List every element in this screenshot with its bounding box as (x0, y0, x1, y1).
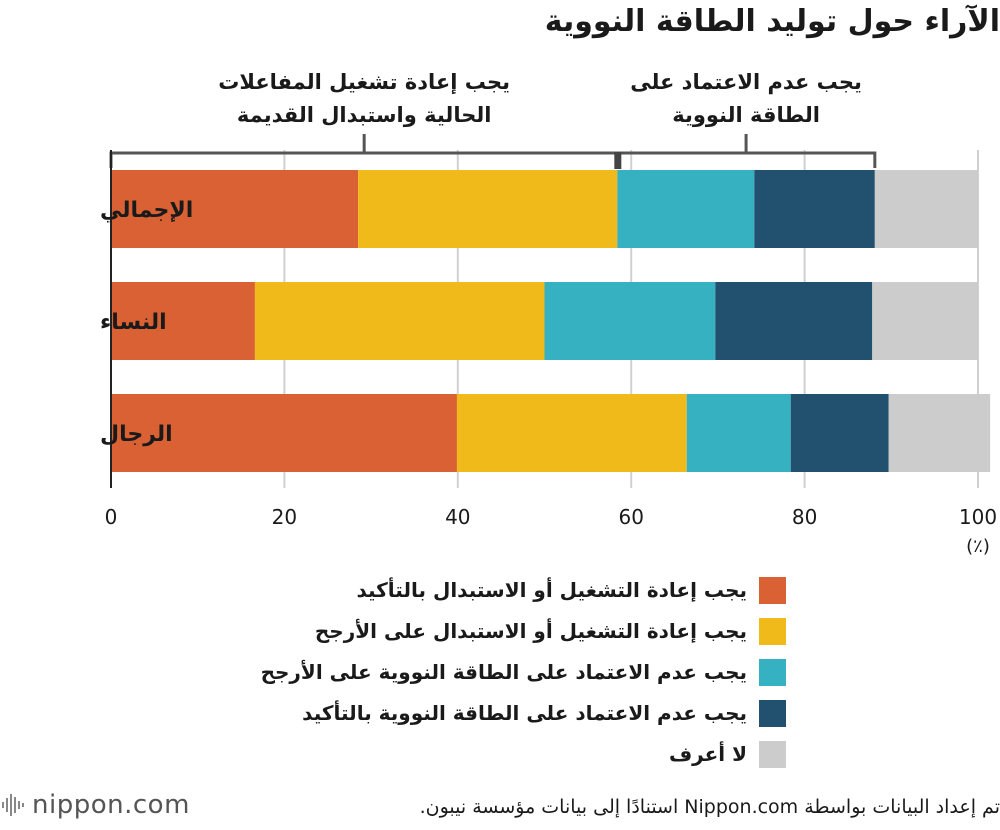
category-label: الرجال (100, 422, 173, 447)
bar-segment (888, 394, 991, 472)
bracket-annotations (109, 134, 877, 169)
legend-item: يجب عدم الاعتماد على الطاقة النووية على … (261, 654, 786, 690)
bar-segment (686, 394, 791, 472)
bracket-divider (614, 152, 622, 169)
legend-label: يجب عدم الاعتماد على الطاقة النووية بالت… (302, 701, 747, 725)
bracket-line (109, 151, 619, 168)
x-tick-label: 40 (445, 505, 470, 529)
chart-plot: 0 20 40 60 80 100 (٪) الإجمالي النساء الرجال (100, 134, 997, 557)
legend-item: لا أعرف (261, 736, 786, 772)
legend-label: يجب عدم الاعتماد على الطاقة النووية على … (260, 660, 747, 684)
x-tick-label: 0 (105, 505, 118, 529)
bracket-label-not-rely: يجب عدم الاعتماد على الطاقة النووية (630, 70, 862, 127)
legend-swatch (759, 658, 786, 686)
bar-segment (254, 282, 545, 360)
category-labels: الإجمالي النساء الرجال (100, 198, 193, 447)
nippon-logo: nippon.com (2, 790, 190, 820)
category-label: الإجمالي (100, 198, 193, 223)
legend-item: يجب إعادة التشغيل أو الاستبدال على الأرج… (261, 613, 786, 649)
legend-label: يجب إعادة التشغيل أو الاستبدال بالتأكيد (356, 578, 747, 602)
x-axis: 0 20 40 60 80 100 (٪) (105, 150, 997, 557)
bracket (109, 134, 619, 168)
bar-segment (617, 170, 755, 248)
x-axis-unit: (٪) (966, 536, 990, 557)
bar-segment (715, 282, 873, 360)
bar-segment (358, 170, 618, 248)
waveform-icon (2, 794, 24, 816)
bar-segment (874, 170, 978, 248)
legend-swatch (759, 617, 786, 645)
bar-segment (544, 282, 716, 360)
bracket-label-restart: يجب إعادة تشغيل المفاعلات الحالية واستبد… (218, 70, 511, 127)
legend-label: يجب إعادة التشغيل أو الاستبدال على الأرج… (314, 619, 747, 643)
category-label: النساء (100, 310, 167, 335)
bar-segment (111, 394, 457, 472)
legend-swatch (759, 576, 786, 604)
legend-swatch (759, 699, 786, 727)
bars (111, 170, 991, 472)
bracket (615, 134, 877, 168)
source-note: تم إعداد البيانات بواسطة Nippon.com استن… (419, 796, 1000, 818)
x-tick-label: 60 (618, 505, 643, 529)
x-tick-label: 80 (792, 505, 817, 529)
bar-segment (754, 170, 875, 248)
legend-item: يجب إعادة التشغيل أو الاستبدال بالتأكيد (261, 572, 786, 608)
bar-segment (111, 170, 359, 248)
x-tick-label: 100 (959, 505, 997, 529)
legend: يجب إعادة التشغيل أو الاستبدال بالتأكيد … (261, 572, 786, 777)
bar-segment (111, 282, 255, 360)
logo-text: nippon.com (32, 790, 190, 820)
bar-segment (872, 282, 978, 360)
bar-segment (790, 394, 889, 472)
legend-item: يجب عدم الاعتماد على الطاقة النووية بالت… (261, 695, 786, 731)
x-tick-label: 20 (272, 505, 297, 529)
legend-label: لا أعرف (668, 742, 747, 766)
bar-segment (456, 394, 687, 472)
bracket-line (615, 151, 877, 168)
chart-title: الآراء حول توليد الطاقة النووية (544, 4, 1000, 39)
legend-swatch (759, 740, 786, 768)
